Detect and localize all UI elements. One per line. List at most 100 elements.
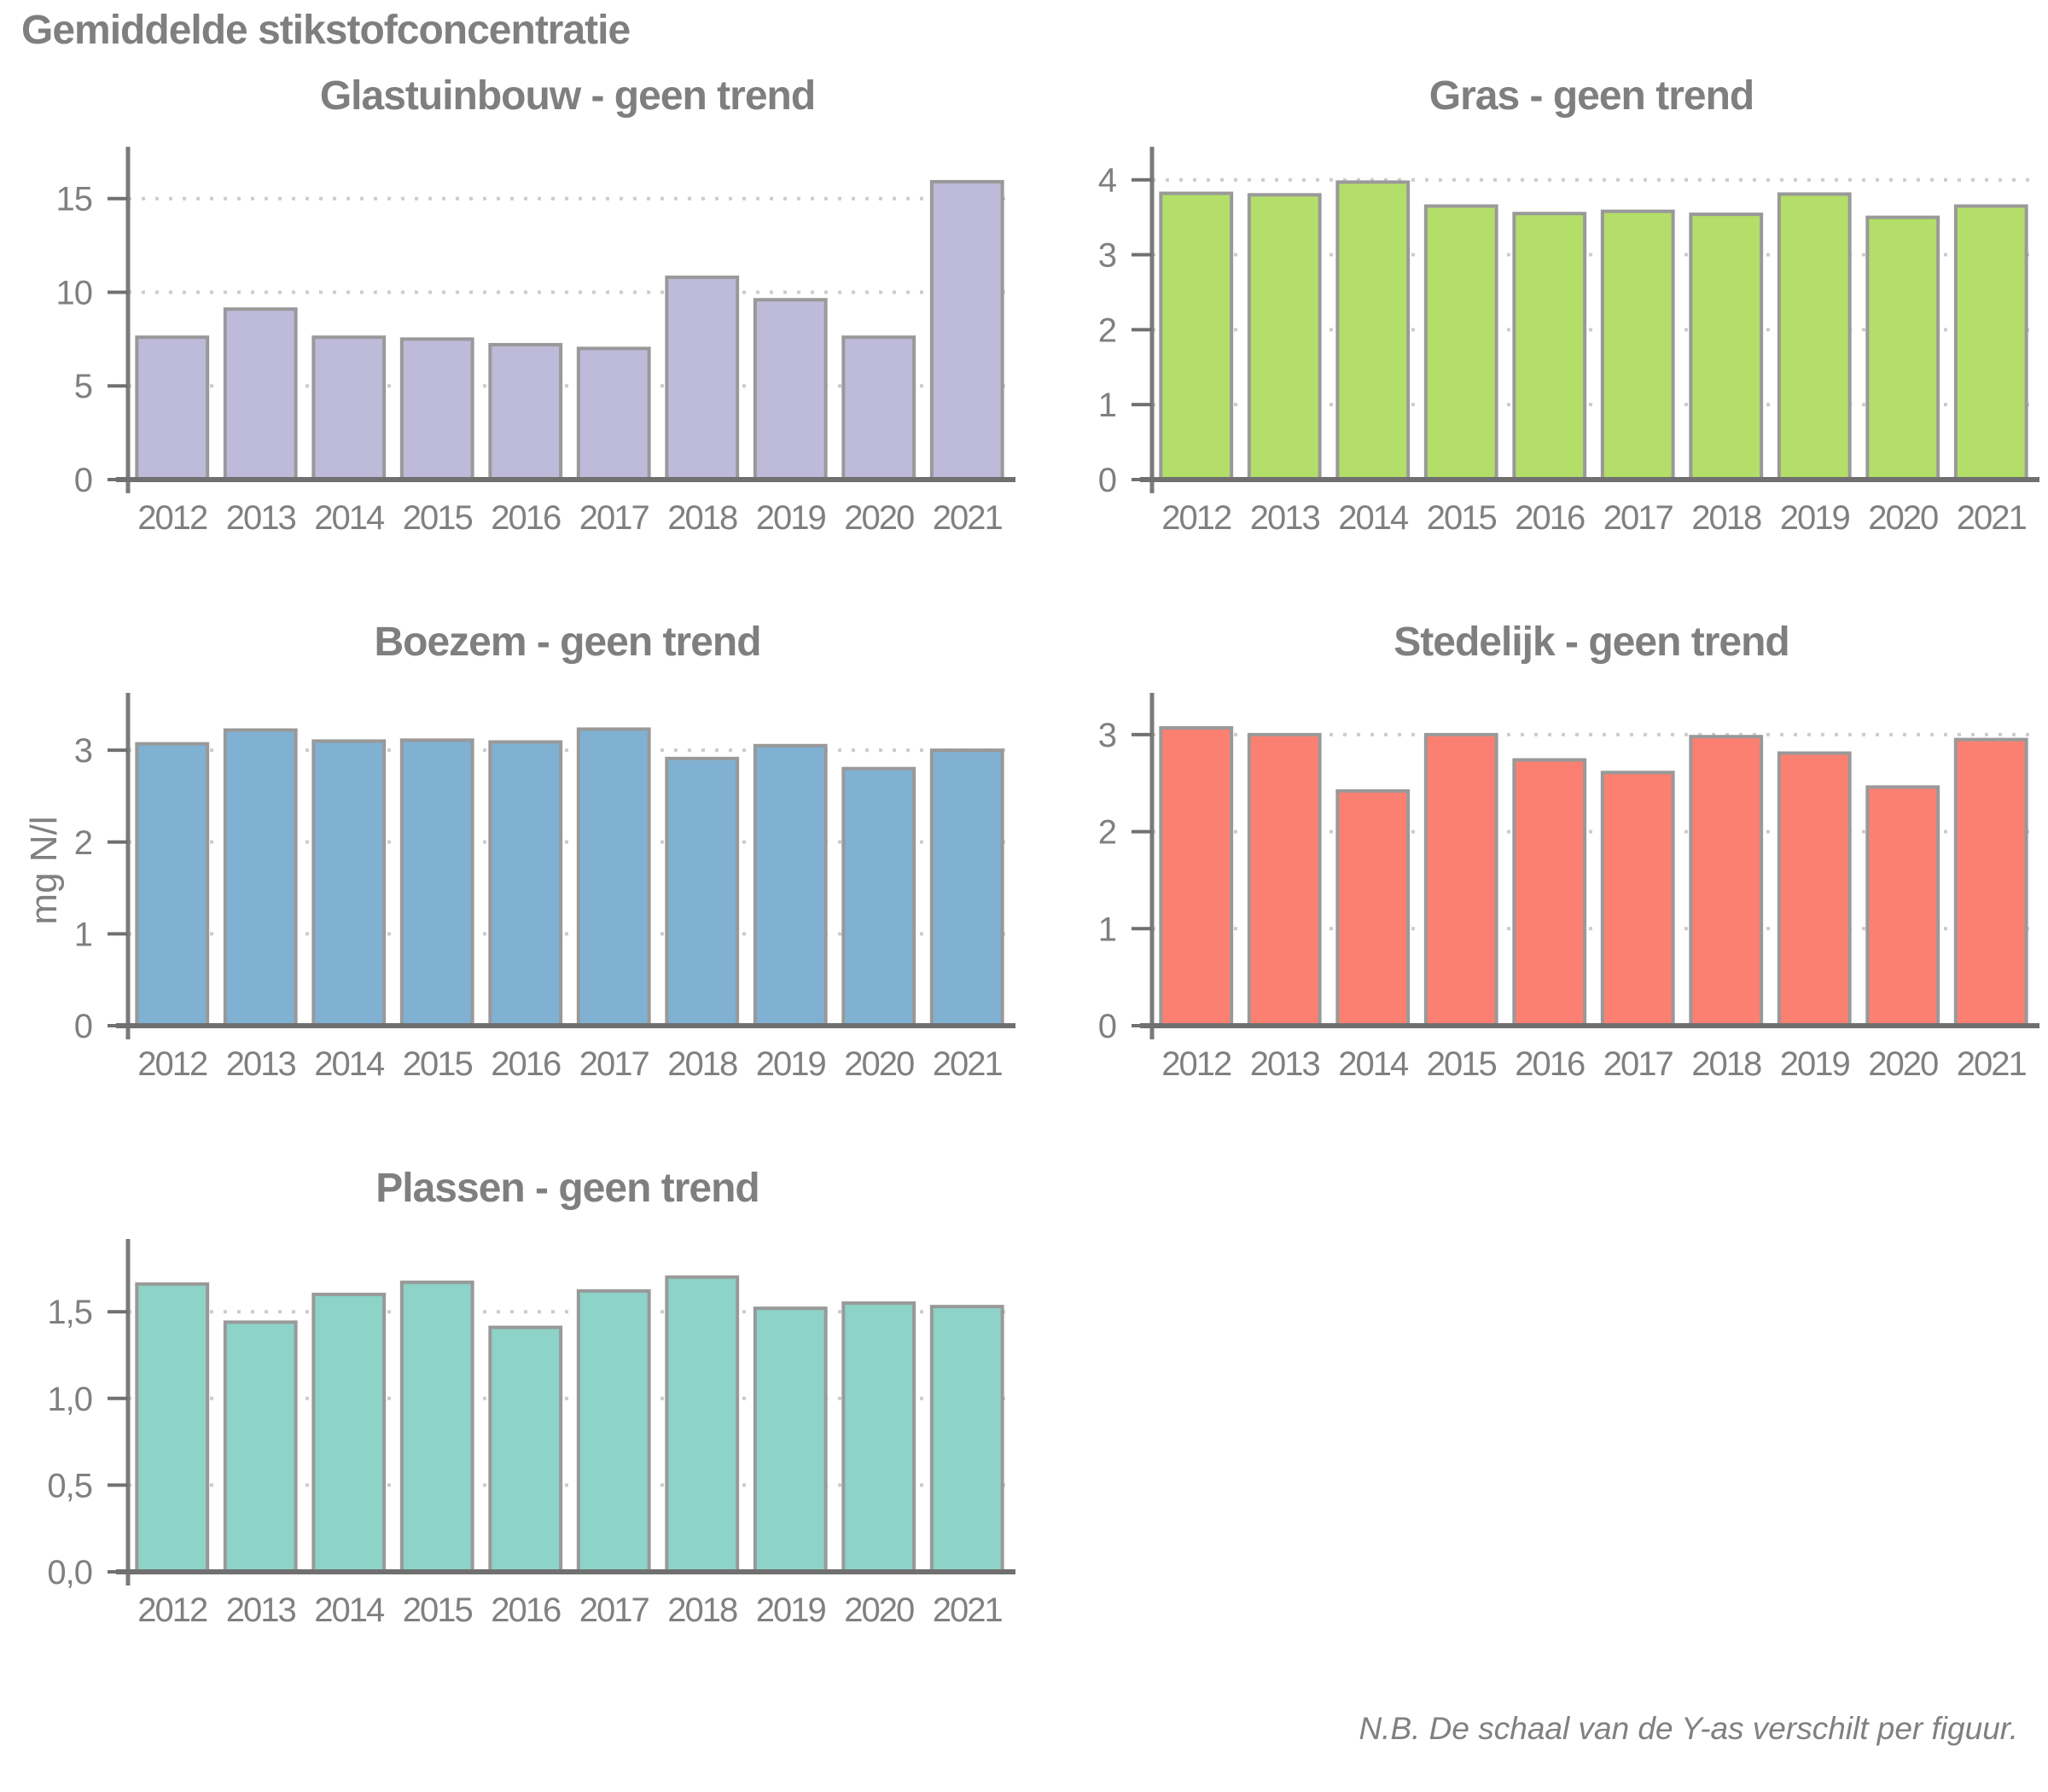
bar-2013 bbox=[1247, 193, 1322, 481]
bar-2012 bbox=[1159, 725, 1234, 1027]
page-title: Gemiddelde stikstofconcentratie bbox=[21, 8, 631, 53]
x-tick-label: 2017 bbox=[1603, 499, 1673, 537]
bar-chart-glastuinbouw: 0 5 10 15 2012 2013 2014 2015 2016 2017 2018 2019 20… bbox=[56, 147, 1015, 537]
x-tick-label: 2014 bbox=[314, 1591, 385, 1629]
x-tick-label: 2018 bbox=[1691, 499, 1761, 537]
bar-chart-stedelijk: 0 1 2 3 2012 2013 2014 2015 2016 2017 2018 2019 2020… bbox=[1098, 693, 2039, 1083]
facet-stedelijk: Stedelijk - geen trend 0 1 2 3 2012 2013 2014 2… bbox=[1024, 606, 2048, 1152]
x-tick-label: 2017 bbox=[579, 499, 649, 537]
x-tick-label: 2019 bbox=[1780, 499, 1850, 537]
x-tick-label: 2013 bbox=[226, 499, 296, 537]
footnote: N.B. De schaal van de Y-as verschilt per… bbox=[1359, 1711, 2018, 1746]
bar-2021 bbox=[929, 1305, 1004, 1574]
x-tick-label: 2018 bbox=[667, 499, 737, 537]
y-tick-label: 0 bbox=[74, 1008, 92, 1045]
bar-2018 bbox=[1689, 735, 1764, 1027]
y-tick-label: 3 bbox=[1098, 237, 1116, 275]
y-tick-label: 1,0 bbox=[47, 1381, 92, 1418]
x-tick-label: 2021 bbox=[933, 1045, 1003, 1083]
y-tick-label: 15 bbox=[56, 181, 93, 218]
bar-2018 bbox=[665, 275, 740, 481]
y-tick-label: 1 bbox=[1098, 911, 1116, 948]
x-tick-label: 2015 bbox=[1427, 1045, 1497, 1083]
x-tick-label: 2016 bbox=[1515, 499, 1585, 537]
bar-2016 bbox=[488, 342, 563, 481]
bar-2014 bbox=[1335, 180, 1411, 481]
bar-chart-plassen: 0,0 0,5 1,0 1,5 2012 2013 2014 2015 2016 2017 2018… bbox=[47, 1239, 1015, 1629]
x-tick-label: 2019 bbox=[1780, 1045, 1850, 1083]
x-tick-label: 2021 bbox=[933, 499, 1003, 537]
bar-2016 bbox=[488, 1325, 563, 1574]
bar-2014 bbox=[1335, 788, 1411, 1027]
x-tick-label: 2018 bbox=[1691, 1045, 1761, 1083]
y-tick-label: 0 bbox=[1098, 462, 1116, 499]
facet-title-stedelijk: Stedelijk - geen trend bbox=[1393, 620, 1789, 665]
bar-2013 bbox=[223, 728, 298, 1028]
x-tick-label: 2012 bbox=[1161, 1045, 1231, 1083]
bar-2013 bbox=[1247, 732, 1322, 1028]
x-tick-label: 2015 bbox=[403, 1045, 473, 1083]
bar-2016 bbox=[1512, 212, 1587, 482]
bar-2020 bbox=[841, 335, 916, 481]
bar-2019 bbox=[753, 298, 828, 481]
x-tick-label: 2020 bbox=[1868, 499, 1938, 537]
bar-2018 bbox=[1689, 212, 1764, 481]
x-tick-label: 2019 bbox=[756, 1591, 826, 1629]
bar-2017 bbox=[1600, 771, 1675, 1028]
y-tick-label: 1 bbox=[1098, 387, 1116, 424]
x-tick-label: 2014 bbox=[314, 499, 385, 537]
bar-2020 bbox=[1865, 785, 1940, 1027]
bar-2021 bbox=[929, 179, 1004, 482]
bar-2021 bbox=[1953, 204, 2028, 482]
bar-2014 bbox=[311, 335, 387, 481]
x-tick-label: 2017 bbox=[1603, 1045, 1673, 1083]
bar-2014 bbox=[311, 1292, 387, 1574]
bar-2019 bbox=[753, 1306, 828, 1574]
x-tick-label: 2014 bbox=[314, 1045, 385, 1083]
facet-glastuinbouw: Glastuinbouw - geen trend 0 5 10 15 2012 2013… bbox=[0, 60, 1024, 606]
y-tick-label: 1 bbox=[74, 916, 92, 953]
x-tick-label: 2017 bbox=[579, 1045, 649, 1083]
x-tick-label: 2017 bbox=[579, 1591, 649, 1629]
bar-2015 bbox=[399, 1280, 474, 1574]
bar-2021 bbox=[1953, 737, 2028, 1027]
bar-2017 bbox=[1600, 209, 1675, 482]
facet-title-glastuinbouw: Glastuinbouw - geen trend bbox=[319, 73, 816, 119]
x-tick-label: 2020 bbox=[844, 1045, 914, 1083]
y-tick-label: 0 bbox=[74, 462, 92, 499]
y-tick-label: 0 bbox=[1098, 1008, 1116, 1045]
x-tick-label: 2013 bbox=[226, 1591, 296, 1629]
x-tick-label: 2015 bbox=[1427, 499, 1497, 537]
bar-2018 bbox=[665, 756, 740, 1027]
x-tick-label: 2018 bbox=[667, 1045, 737, 1083]
bar-2012 bbox=[135, 1282, 210, 1574]
bar-2013 bbox=[223, 307, 298, 481]
bar-2018 bbox=[665, 1275, 740, 1574]
bar-2012 bbox=[135, 742, 210, 1028]
bar-2021 bbox=[929, 748, 1004, 1027]
x-tick-label: 2021 bbox=[1957, 499, 2027, 537]
bar-2012 bbox=[135, 335, 210, 481]
facet-plassen: Plassen - geen trend 0,0 0,5 1,0 1,5 2012 201… bbox=[0, 1152, 1024, 1698]
facet-gras: Gras - geen trend 0 1 2 3 4 2012 2013 2014 2015 2… bbox=[1024, 60, 2048, 606]
bar-2015 bbox=[399, 738, 474, 1028]
bar-2015 bbox=[1423, 204, 1498, 482]
bar-2020 bbox=[1865, 215, 1940, 481]
bar-2019 bbox=[1777, 192, 1852, 482]
x-tick-label: 2012 bbox=[137, 499, 207, 537]
y-tick-label: 3 bbox=[74, 732, 92, 770]
facet-title-gras: Gras - geen trend bbox=[1428, 73, 1754, 119]
y-tick-label: 3 bbox=[1098, 717, 1116, 754]
x-tick-label: 2012 bbox=[1161, 499, 1231, 537]
x-tick-label: 2013 bbox=[226, 1045, 296, 1083]
bar-2017 bbox=[576, 346, 651, 481]
y-tick-label: 2 bbox=[1098, 814, 1116, 852]
x-tick-label: 2018 bbox=[667, 1591, 737, 1629]
x-tick-label: 2016 bbox=[491, 1045, 561, 1083]
bar-2016 bbox=[488, 740, 563, 1027]
bar-2020 bbox=[841, 1301, 916, 1574]
bar-2020 bbox=[841, 766, 916, 1027]
bar-2019 bbox=[753, 743, 828, 1027]
y-tick-label: 0,5 bbox=[47, 1467, 92, 1504]
facet-title-plassen: Plassen - geen trend bbox=[375, 1166, 759, 1211]
